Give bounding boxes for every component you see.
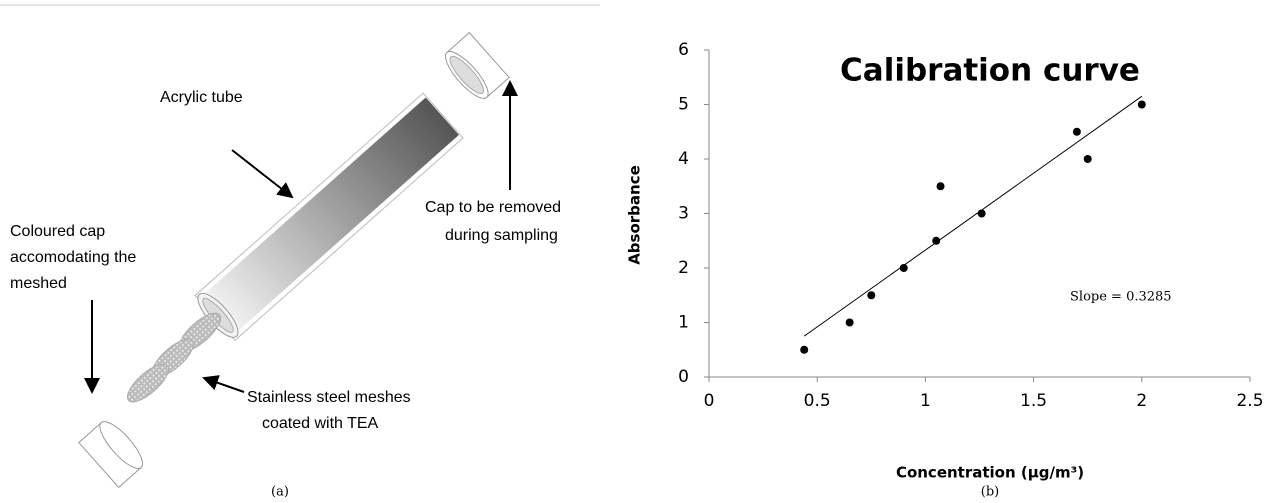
label: meshed: [10, 275, 67, 292]
point: [932, 236, 941, 245]
label: coated with TEA: [262, 415, 379, 432]
label: Stainless steel meshes: [247, 389, 411, 406]
label: accomodating the: [10, 249, 136, 266]
y-tick-label: 2: [678, 258, 689, 278]
x-tick-label: 1: [920, 391, 931, 411]
chart-title: Calibration curve: [840, 53, 1140, 89]
label: Acrylic tube: [160, 89, 243, 106]
label: Cap to be removed: [425, 199, 561, 216]
point: [977, 209, 986, 218]
acrylic-tube: [194, 92, 464, 342]
point: [867, 291, 876, 300]
y-tick-label: 0: [678, 367, 689, 387]
label: Coloured cap: [10, 223, 105, 240]
point: [1072, 127, 1081, 136]
y-tick-label: 6: [678, 40, 689, 60]
meshes: [126, 312, 222, 403]
x-axis-label: Concentration (μg/m³): [896, 464, 1084, 482]
point: [845, 318, 854, 327]
label: during sampling: [445, 227, 558, 244]
caption: (b): [981, 485, 999, 500]
y-tick-label: 1: [678, 313, 689, 333]
top-cap: [445, 31, 510, 99]
y-tick-label: 3: [678, 204, 689, 224]
trendline: [803, 95, 1143, 337]
x-tick-label: 2.5: [1236, 391, 1263, 411]
x-tick-label: 0: [704, 391, 715, 411]
y-axis-label: Absorbance: [626, 165, 644, 265]
bottom-cap: [78, 421, 143, 489]
point: [1137, 100, 1146, 109]
point: [1083, 155, 1092, 163]
y-tick-label: 4: [678, 149, 689, 169]
arrows: [84, 80, 518, 394]
x-tick-label: 1.5: [1020, 391, 1047, 411]
point: [936, 182, 945, 191]
caption: (a): [271, 485, 289, 500]
annotation: Slope = 0.3285: [1070, 290, 1172, 305]
point: [800, 345, 809, 354]
x-tick-label: 0.5: [804, 391, 831, 411]
y-tick-label: 5: [678, 95, 689, 115]
point: [899, 264, 908, 272]
x-tick-label: 2: [1136, 391, 1147, 411]
